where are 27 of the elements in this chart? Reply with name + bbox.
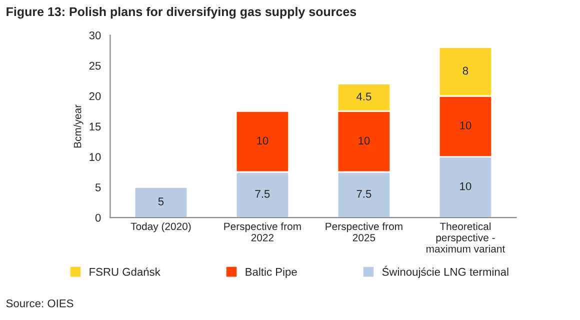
source-note: Source: OIES bbox=[6, 299, 74, 308]
y-tick-label: 25 bbox=[89, 62, 101, 70]
data-label: 10 bbox=[460, 182, 472, 190]
legend-label: Świnoujście LNG terminal bbox=[382, 266, 508, 278]
x-tick-label: Theoretical perspective - maximum variant bbox=[426, 222, 506, 253]
legend-label: FSRU Gdańsk bbox=[90, 268, 160, 276]
y-tick-label: 20 bbox=[89, 92, 101, 100]
data-label: 4.5 bbox=[356, 92, 372, 101]
data-label: 8 bbox=[462, 66, 468, 75]
chart-title: Figure 13: Polish plans for diversifying gas supply sources bbox=[6, 6, 356, 19]
x-tick-label: Today (2020) bbox=[130, 222, 191, 232]
bar bbox=[134, 186, 188, 218]
data-label: 5 bbox=[158, 198, 164, 206]
data-label: 10 bbox=[358, 136, 370, 145]
y-axis-title: Bcm/year bbox=[74, 104, 84, 148]
y-tick-label: 5 bbox=[95, 184, 101, 192]
y-tick-label: 10 bbox=[90, 153, 101, 161]
legend-label: Baltic Pipe bbox=[246, 268, 297, 278]
data-label: 7.5 bbox=[356, 190, 372, 198]
y-tick-label: 0 bbox=[95, 214, 101, 222]
data-label: 10 bbox=[460, 122, 472, 130]
data-label: 7.5 bbox=[255, 190, 270, 198]
x-tick-label: Perspective from 2025 bbox=[326, 222, 402, 242]
y-tick-label: 15 bbox=[90, 122, 101, 131]
y-tick-label: 30 bbox=[89, 31, 101, 40]
data-label: 10 bbox=[257, 136, 268, 145]
x-tick-label: Perspective from 2022 bbox=[224, 222, 301, 242]
